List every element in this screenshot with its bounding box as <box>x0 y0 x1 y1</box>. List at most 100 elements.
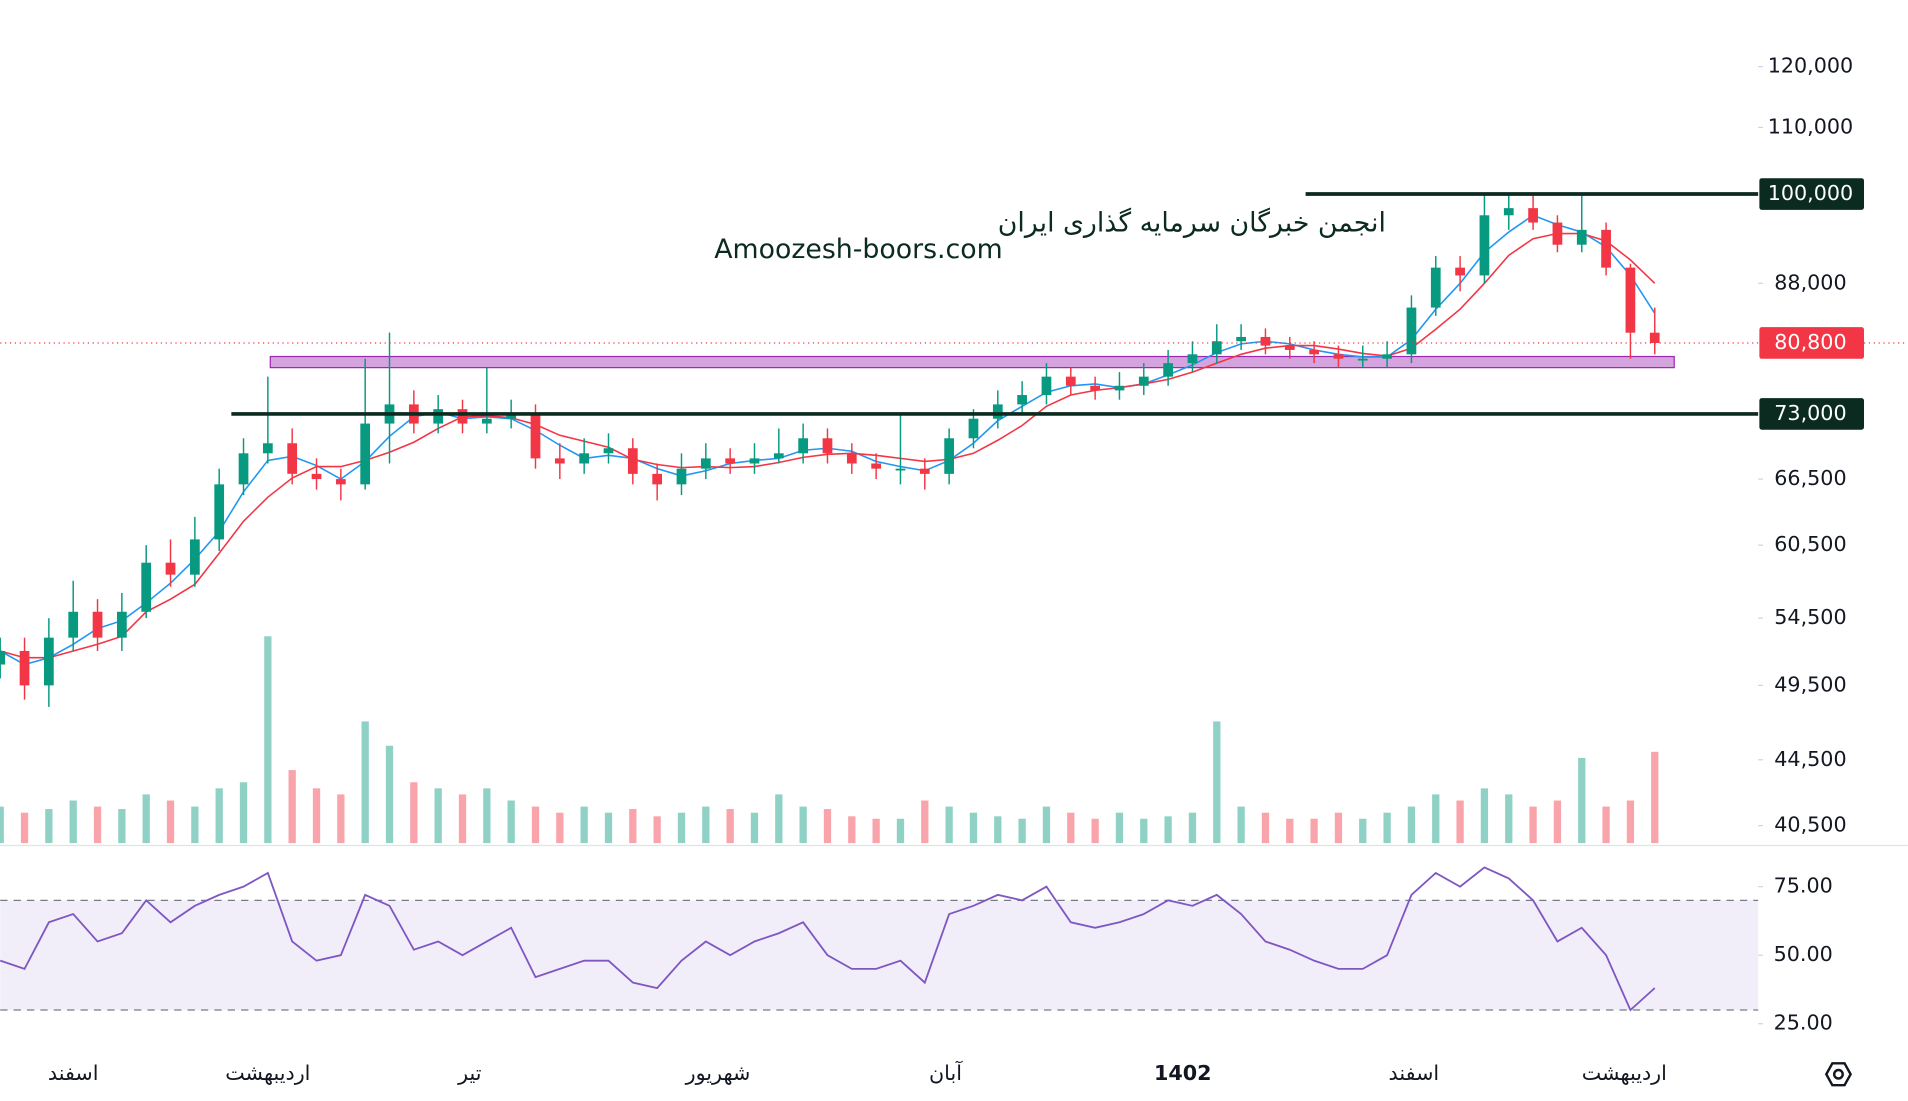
volume-bar <box>896 818 905 844</box>
candle-body <box>725 458 736 464</box>
rsi-tick-label: 25.00 <box>1774 1011 1833 1035</box>
volume-bar <box>775 794 783 844</box>
candle-body <box>1382 354 1392 359</box>
candle-body <box>457 409 468 424</box>
volume-bar <box>1407 806 1416 844</box>
volume-bar <box>653 816 661 844</box>
candle-body <box>1065 376 1076 386</box>
candle-body <box>676 468 687 485</box>
volume-bar <box>1213 721 1221 844</box>
level-label: 73,000 <box>1774 401 1846 425</box>
candle-body <box>1357 358 1368 361</box>
candle-body <box>1138 376 1149 386</box>
candle-body <box>822 438 833 454</box>
candle-body <box>895 468 906 471</box>
volume-bar <box>507 800 515 844</box>
rsi-line <box>0 866 1656 1012</box>
volume-bar <box>239 782 248 844</box>
support-zone <box>269 355 1675 369</box>
candle-body <box>1430 267 1441 308</box>
candle-body <box>1503 208 1514 216</box>
candle-body <box>1236 336 1246 342</box>
candle-body <box>92 611 103 638</box>
candle-body <box>1260 336 1271 346</box>
volume-bar <box>823 809 832 844</box>
volume-bar <box>1480 788 1489 844</box>
candle-body <box>1114 385 1125 391</box>
candle-body <box>992 404 1003 419</box>
volume-bar <box>215 788 223 844</box>
candle-body <box>262 443 273 454</box>
volume-bar <box>1310 818 1318 844</box>
volume-bar <box>969 812 978 844</box>
candle-body <box>165 562 176 575</box>
rsi-tick-label: 50.00 <box>1774 942 1833 966</box>
volume-bar <box>1626 800 1635 844</box>
candle-body <box>652 473 663 485</box>
candle-body <box>749 458 760 464</box>
y-tick-label: 60,500 <box>1774 532 1846 556</box>
settings-icon[interactable] <box>1824 1062 1853 1087</box>
candle-body <box>627 448 638 474</box>
candle-body <box>919 468 930 474</box>
volume-bar <box>385 745 394 844</box>
volume-bar <box>45 809 53 844</box>
volume-bar <box>264 636 272 844</box>
volume-bar <box>1334 812 1343 844</box>
candle-body <box>68 611 79 638</box>
watermark-url: Amoozesh-boors.com <box>714 234 1002 265</box>
candle-body <box>1090 385 1100 391</box>
x-tick-label: اردیبهشت <box>225 1061 310 1085</box>
candle-body <box>506 413 517 419</box>
candle-body <box>968 418 979 439</box>
volume-bar <box>483 788 491 844</box>
x-tick-label: شهریور <box>685 1061 751 1085</box>
candle-body <box>335 479 346 485</box>
volume-bar <box>1067 812 1075 844</box>
candle-body <box>311 473 322 480</box>
candle-body <box>1187 354 1198 364</box>
candle-body <box>1649 332 1660 343</box>
candle-body <box>944 438 954 474</box>
candle-body <box>1528 208 1538 223</box>
candle-body <box>1284 345 1295 350</box>
candle-body <box>1406 307 1417 355</box>
volume-bar <box>872 818 880 844</box>
volume-bar <box>1115 812 1124 844</box>
volume-bar <box>1602 806 1610 844</box>
volume-bar <box>726 809 734 844</box>
volume-bar <box>312 788 321 844</box>
last-price-label: 80,800 <box>1774 330 1846 354</box>
candle-body <box>579 453 590 464</box>
volume-bar <box>1505 794 1513 844</box>
volume-bar <box>1261 812 1270 844</box>
volume-bar <box>1359 818 1367 844</box>
volume-bar <box>142 794 150 844</box>
volume-bar <box>556 812 564 844</box>
watermark-title: انجمن خبرگان سرمایه گذاری ایران <box>998 207 1386 238</box>
volume-bar <box>166 800 175 844</box>
candle-body <box>0 650 6 665</box>
volume-bar <box>0 806 4 844</box>
volume-bar <box>799 806 807 844</box>
volume-bar <box>1383 812 1391 844</box>
x-tick-label: 1402 <box>1154 1061 1212 1085</box>
volume-bar <box>629 809 637 844</box>
volume-bar <box>93 806 102 844</box>
volume-bar <box>1188 812 1197 844</box>
y-tick-label: 66,500 <box>1774 466 1846 490</box>
volume-bar <box>848 816 856 844</box>
settings-dot[interactable] <box>1832 1068 1844 1080</box>
settings-hexagon[interactable] <box>1824 1062 1853 1087</box>
volume-bar <box>945 806 953 844</box>
volume-bar <box>69 800 77 844</box>
volume <box>0 636 1659 844</box>
candle-body <box>1211 341 1222 355</box>
candle-body <box>1625 267 1636 333</box>
candle-body <box>530 413 541 459</box>
x-tick-label: آبان <box>929 1060 963 1085</box>
volume-bar <box>1018 818 1026 844</box>
candle-body <box>1552 222 1563 245</box>
volume-bar <box>921 800 929 844</box>
